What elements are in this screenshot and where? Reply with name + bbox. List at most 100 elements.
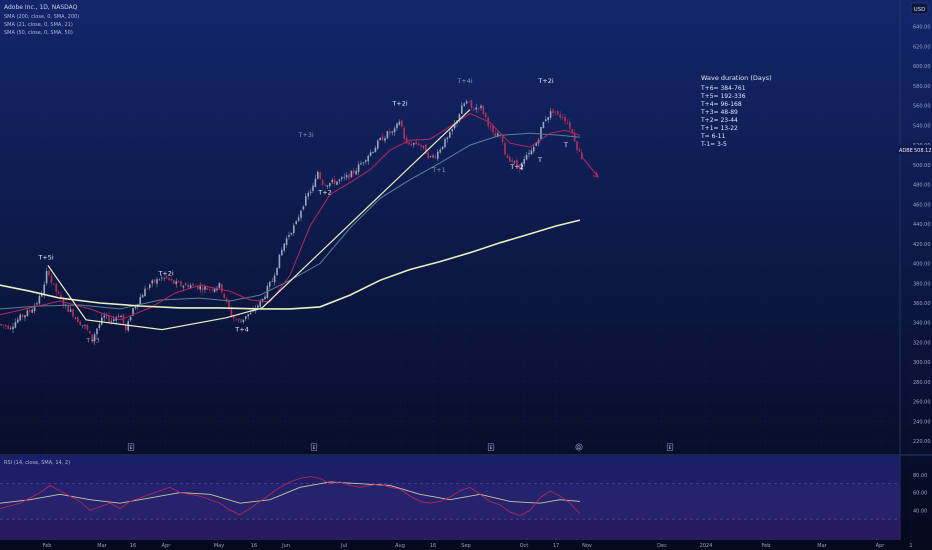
candle-body xyxy=(528,153,530,155)
price-tick-label: 360.00 xyxy=(913,301,931,307)
candle-body xyxy=(434,156,437,158)
candle-body xyxy=(410,143,413,146)
candle-body xyxy=(175,281,177,284)
legend-sma-200[interactable]: SMA (200, close, 0, SMA, 200) xyxy=(4,14,79,20)
candle-body xyxy=(180,281,182,287)
candle-body xyxy=(336,181,338,185)
candle-body xyxy=(569,122,571,129)
candle-body xyxy=(427,152,429,159)
candle-body xyxy=(482,105,485,114)
candle-body xyxy=(177,281,180,283)
sma-50-line[interactable] xyxy=(0,132,581,310)
wave-label: T+5i xyxy=(37,254,54,262)
candle-body xyxy=(331,179,333,183)
candle-body xyxy=(338,179,341,182)
price-tick-label: 260.00 xyxy=(913,400,931,406)
candle-body xyxy=(413,142,415,145)
candle-body xyxy=(221,284,223,293)
legend-sma-50[interactable]: SMA (50, close, 0, SMA, 50) xyxy=(4,30,73,36)
candle-body xyxy=(19,314,21,321)
candle-body xyxy=(369,152,372,156)
candle-body xyxy=(81,325,84,326)
candle-body xyxy=(189,285,192,289)
currency-badge[interactable] xyxy=(910,2,929,15)
price-tick-label: 480.00 xyxy=(913,183,931,189)
wave-label: T+3i xyxy=(297,131,314,139)
earnings-marker[interactable] xyxy=(487,443,495,451)
candle-body xyxy=(259,301,261,307)
candle-body xyxy=(374,147,377,153)
candle-body xyxy=(405,137,408,144)
price-tick-label: 320.00 xyxy=(913,340,931,346)
candle-body xyxy=(389,131,391,134)
legend-rsi[interactable]: RSI (14, close, SMA, 14, 2) xyxy=(4,460,70,466)
price-tick-label: 560.00 xyxy=(913,104,931,110)
candle-body xyxy=(192,284,194,286)
candle-body xyxy=(432,155,434,157)
candle-body xyxy=(324,185,326,186)
candle-body xyxy=(355,170,357,175)
axes: 640.00620.00600.00580.00560.00540.00520.… xyxy=(43,25,931,549)
candle-body xyxy=(72,309,74,317)
wave-trend-line[interactable] xyxy=(47,109,471,331)
rsi-line[interactable] xyxy=(0,476,581,517)
candle-body xyxy=(384,138,386,141)
candle-body xyxy=(326,185,329,187)
candle-body xyxy=(110,321,113,322)
candle-body xyxy=(343,177,345,178)
candle-body xyxy=(329,183,331,187)
candle-body xyxy=(199,286,201,290)
candle-body xyxy=(127,321,129,331)
candle-body xyxy=(170,278,173,281)
rsi-ma-line[interactable] xyxy=(0,481,581,504)
sma-200-line[interactable] xyxy=(0,219,581,310)
wave-box-line: T+6= 384-761 xyxy=(700,85,746,92)
candle-body xyxy=(408,142,410,145)
candle-body xyxy=(139,297,141,305)
candle-body xyxy=(2,324,5,326)
candle-body xyxy=(425,144,427,154)
price-tick-label: 280.00 xyxy=(913,380,931,386)
candle-body xyxy=(242,319,245,322)
candle-body xyxy=(350,171,353,178)
candle-body xyxy=(321,179,324,185)
candle-body xyxy=(168,277,170,280)
candle-body xyxy=(43,284,45,295)
candle-body xyxy=(552,109,554,113)
forecast-arrow-line[interactable] xyxy=(581,156,599,178)
candle-body xyxy=(14,322,17,328)
candle-body xyxy=(494,133,497,137)
candle-body xyxy=(144,288,146,297)
candle-body xyxy=(230,308,233,317)
earnings-marker[interactable] xyxy=(127,443,135,451)
candle-body xyxy=(485,112,487,118)
candle-body xyxy=(269,281,271,287)
candle-body xyxy=(240,321,242,323)
candle-body xyxy=(463,103,465,106)
candle-body xyxy=(228,300,230,309)
candle-body xyxy=(429,156,432,157)
candle-body xyxy=(271,281,273,282)
sma-21-line[interactable] xyxy=(0,113,581,321)
candle-body xyxy=(261,298,264,302)
dividend-marker[interactable] xyxy=(575,443,583,451)
earnings-marker[interactable] xyxy=(666,443,674,451)
legend-symbol[interactable]: Adobe Inc., 1D, NASDAQ xyxy=(4,4,78,11)
candle-body xyxy=(314,178,317,187)
candle-body xyxy=(69,309,72,312)
candle-body xyxy=(468,101,470,102)
candle-body xyxy=(50,276,53,283)
candle-body xyxy=(115,317,117,321)
legend-sma-21[interactable]: SMA (21, close, 0, SMA, 21) xyxy=(4,22,73,28)
candle-body xyxy=(576,141,578,150)
candle-body xyxy=(540,127,542,139)
wave-label: T+1 xyxy=(431,166,446,174)
candle-body xyxy=(233,316,235,319)
candle-body xyxy=(9,328,12,329)
candle-body xyxy=(439,149,441,153)
earnings-marker[interactable] xyxy=(310,443,318,451)
forecast-arrowhead xyxy=(592,171,599,178)
candle-body xyxy=(453,123,456,129)
candle-body xyxy=(300,210,302,218)
candle-body xyxy=(98,324,101,329)
